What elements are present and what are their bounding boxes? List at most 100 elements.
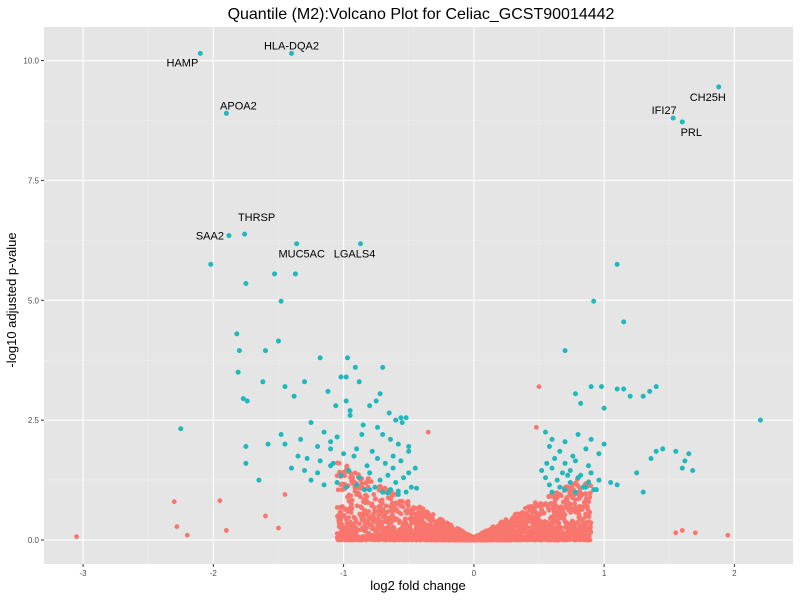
data-point-significant <box>369 448 375 454</box>
data-point-significant <box>275 338 281 344</box>
data-point <box>353 532 359 538</box>
gene-label: LGALS4 <box>334 249 376 261</box>
data-point <box>569 494 575 500</box>
data-point-significant <box>236 348 242 354</box>
data-point-significant <box>377 477 383 483</box>
data-point <box>415 514 421 520</box>
data-point-significant <box>585 479 591 485</box>
data-point <box>380 524 385 530</box>
data-point-significant <box>543 429 549 435</box>
data-point-significant <box>565 472 571 478</box>
data-point <box>503 521 509 527</box>
data-point-significant <box>640 489 646 495</box>
data-point <box>520 510 526 516</box>
data-point-significant <box>338 472 344 478</box>
data-point <box>350 537 355 543</box>
data-point <box>572 530 578 536</box>
data-point-significant <box>347 408 353 414</box>
data-point-significant <box>262 348 268 354</box>
data-point <box>276 525 281 531</box>
data-point <box>217 498 223 504</box>
data-point <box>375 520 381 526</box>
data-point <box>378 506 383 511</box>
y-tick-label: 7.5 <box>28 176 40 185</box>
data-point <box>379 520 385 526</box>
data-point <box>355 527 361 533</box>
data-point <box>567 524 573 529</box>
data-point <box>432 529 438 535</box>
data-point-significant <box>575 475 581 481</box>
data-point <box>400 499 405 504</box>
data-point <box>378 536 384 542</box>
data-point <box>586 499 592 505</box>
data-point-significant <box>395 488 401 494</box>
data-point <box>385 532 391 538</box>
data-point <box>349 478 355 484</box>
data-point <box>360 534 366 539</box>
data-point-significant <box>562 487 568 493</box>
data-point-significant <box>197 50 203 56</box>
data-point-significant <box>673 448 679 454</box>
data-point <box>184 532 190 538</box>
data-point-significant <box>235 369 241 375</box>
data-point-significant <box>588 470 594 476</box>
data-point-significant <box>288 465 294 471</box>
data-point <box>344 463 350 469</box>
gene-label: IFI27 <box>652 105 677 117</box>
data-point <box>359 505 365 511</box>
data-point <box>397 535 403 541</box>
data-point <box>418 517 423 523</box>
data-point-significant <box>374 456 380 462</box>
data-point <box>363 479 369 485</box>
data-point-significant <box>408 484 414 490</box>
data-point-significant <box>398 415 404 421</box>
data-point-significant <box>757 417 763 423</box>
data-point <box>354 503 360 509</box>
data-point-significant <box>372 484 378 490</box>
data-point <box>580 491 585 497</box>
data-point <box>560 499 566 505</box>
data-point <box>369 526 375 532</box>
gene-labels: HLA-DQA2 HAMP APOA2 CH25H IFI27 PRL THRSP SAA2 M… <box>167 40 726 260</box>
data-point-significant <box>412 465 418 471</box>
data-point <box>555 512 561 517</box>
data-point-significant <box>243 444 249 450</box>
data-point-significant <box>544 460 550 466</box>
data-point-significant <box>406 444 412 450</box>
data-point-significant <box>401 475 407 481</box>
data-point-significant <box>539 468 545 474</box>
data-point-significant <box>588 384 594 390</box>
data-point-significant <box>294 241 300 247</box>
data-point <box>551 510 557 516</box>
data-point-significant <box>308 477 314 483</box>
data-point <box>531 505 537 511</box>
data-point-significant <box>686 451 692 457</box>
data-point-significant <box>334 434 340 440</box>
data-point <box>545 502 550 507</box>
data-point <box>398 511 404 517</box>
data-point <box>551 537 557 543</box>
data-point-significant <box>575 432 581 438</box>
data-point <box>282 492 288 497</box>
data-point-significant <box>621 319 627 325</box>
data-point <box>524 524 530 529</box>
data-point <box>365 536 371 542</box>
data-point <box>567 536 572 542</box>
data-point <box>518 537 523 543</box>
data-point-significant <box>345 355 351 361</box>
data-point-significant <box>321 482 327 488</box>
data-point-significant <box>599 384 605 390</box>
data-point-significant <box>364 463 370 469</box>
data-point <box>500 521 505 527</box>
data-point-significant <box>627 393 633 399</box>
data-point-significant <box>585 463 591 469</box>
data-point-significant <box>356 379 362 385</box>
data-point <box>385 509 391 514</box>
data-point-significant <box>328 439 334 445</box>
data-point <box>524 519 530 525</box>
data-point <box>568 490 574 496</box>
data-point <box>337 505 343 510</box>
data-point <box>370 515 376 521</box>
data-point <box>422 521 428 527</box>
